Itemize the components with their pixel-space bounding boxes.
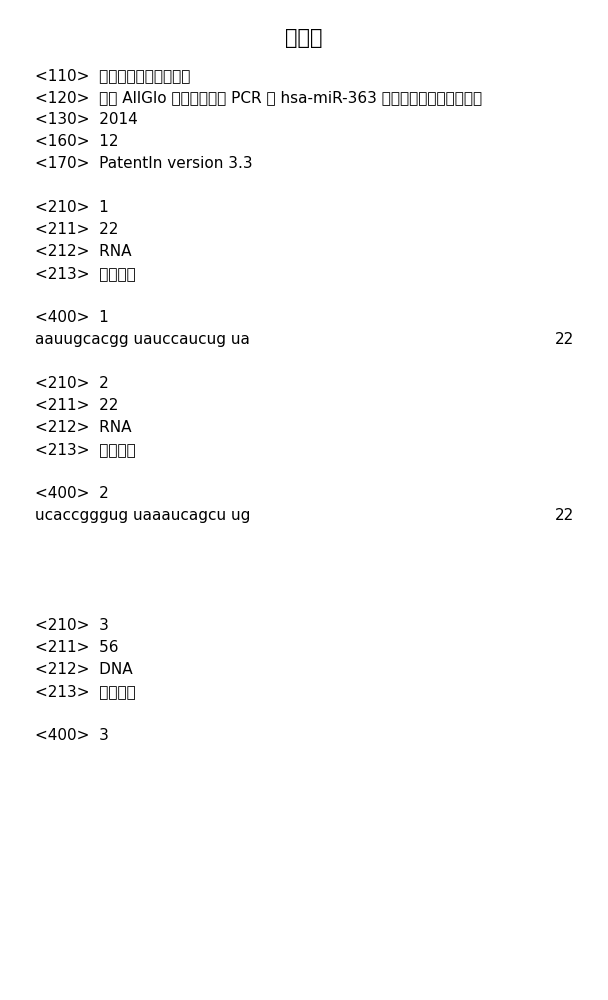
Text: <212>  DNA: <212> DNA bbox=[35, 662, 133, 677]
Text: <210>  3: <210> 3 bbox=[35, 618, 109, 633]
Text: <213>  人工序列: <213> 人工序列 bbox=[35, 442, 136, 457]
Text: <211>  56: <211> 56 bbox=[35, 640, 119, 655]
Text: 22: 22 bbox=[554, 508, 574, 523]
Text: <130>  2014: <130> 2014 bbox=[35, 112, 138, 127]
Text: 22: 22 bbox=[554, 332, 574, 347]
Text: <210>  1: <210> 1 bbox=[35, 200, 109, 215]
Text: 序列表: 序列表 bbox=[285, 28, 323, 48]
Text: <212>  RNA: <212> RNA bbox=[35, 244, 131, 259]
Text: <160>  12: <160> 12 bbox=[35, 134, 119, 149]
Text: <170>  PatentIn version 3.3: <170> PatentIn version 3.3 bbox=[35, 156, 253, 171]
Text: <400>  1: <400> 1 bbox=[35, 310, 109, 325]
Text: <213>  人工序列: <213> 人工序列 bbox=[35, 684, 136, 699]
Text: <110>  厦门大学附属中山医院: <110> 厦门大学附属中山医院 bbox=[35, 68, 190, 83]
Text: <120>  基于 AllGlo 探针荧光定量 PCR 的 hsa-miR-363 检测试剂盒及其检测方法: <120> 基于 AllGlo 探针荧光定量 PCR 的 hsa-miR-363… bbox=[35, 90, 482, 105]
Text: <210>  2: <210> 2 bbox=[35, 376, 109, 391]
Text: <400>  2: <400> 2 bbox=[35, 486, 109, 501]
Text: <400>  3: <400> 3 bbox=[35, 728, 109, 743]
Text: aauugcacgg uauccaucug ua: aauugcacgg uauccaucug ua bbox=[35, 332, 250, 347]
Text: <211>  22: <211> 22 bbox=[35, 398, 119, 413]
Text: <212>  RNA: <212> RNA bbox=[35, 420, 131, 435]
Text: <211>  22: <211> 22 bbox=[35, 222, 119, 237]
Text: ucaccgggug uaaaucagcu ug: ucaccgggug uaaaucagcu ug bbox=[35, 508, 250, 523]
Text: <213>  人工序列: <213> 人工序列 bbox=[35, 266, 136, 281]
